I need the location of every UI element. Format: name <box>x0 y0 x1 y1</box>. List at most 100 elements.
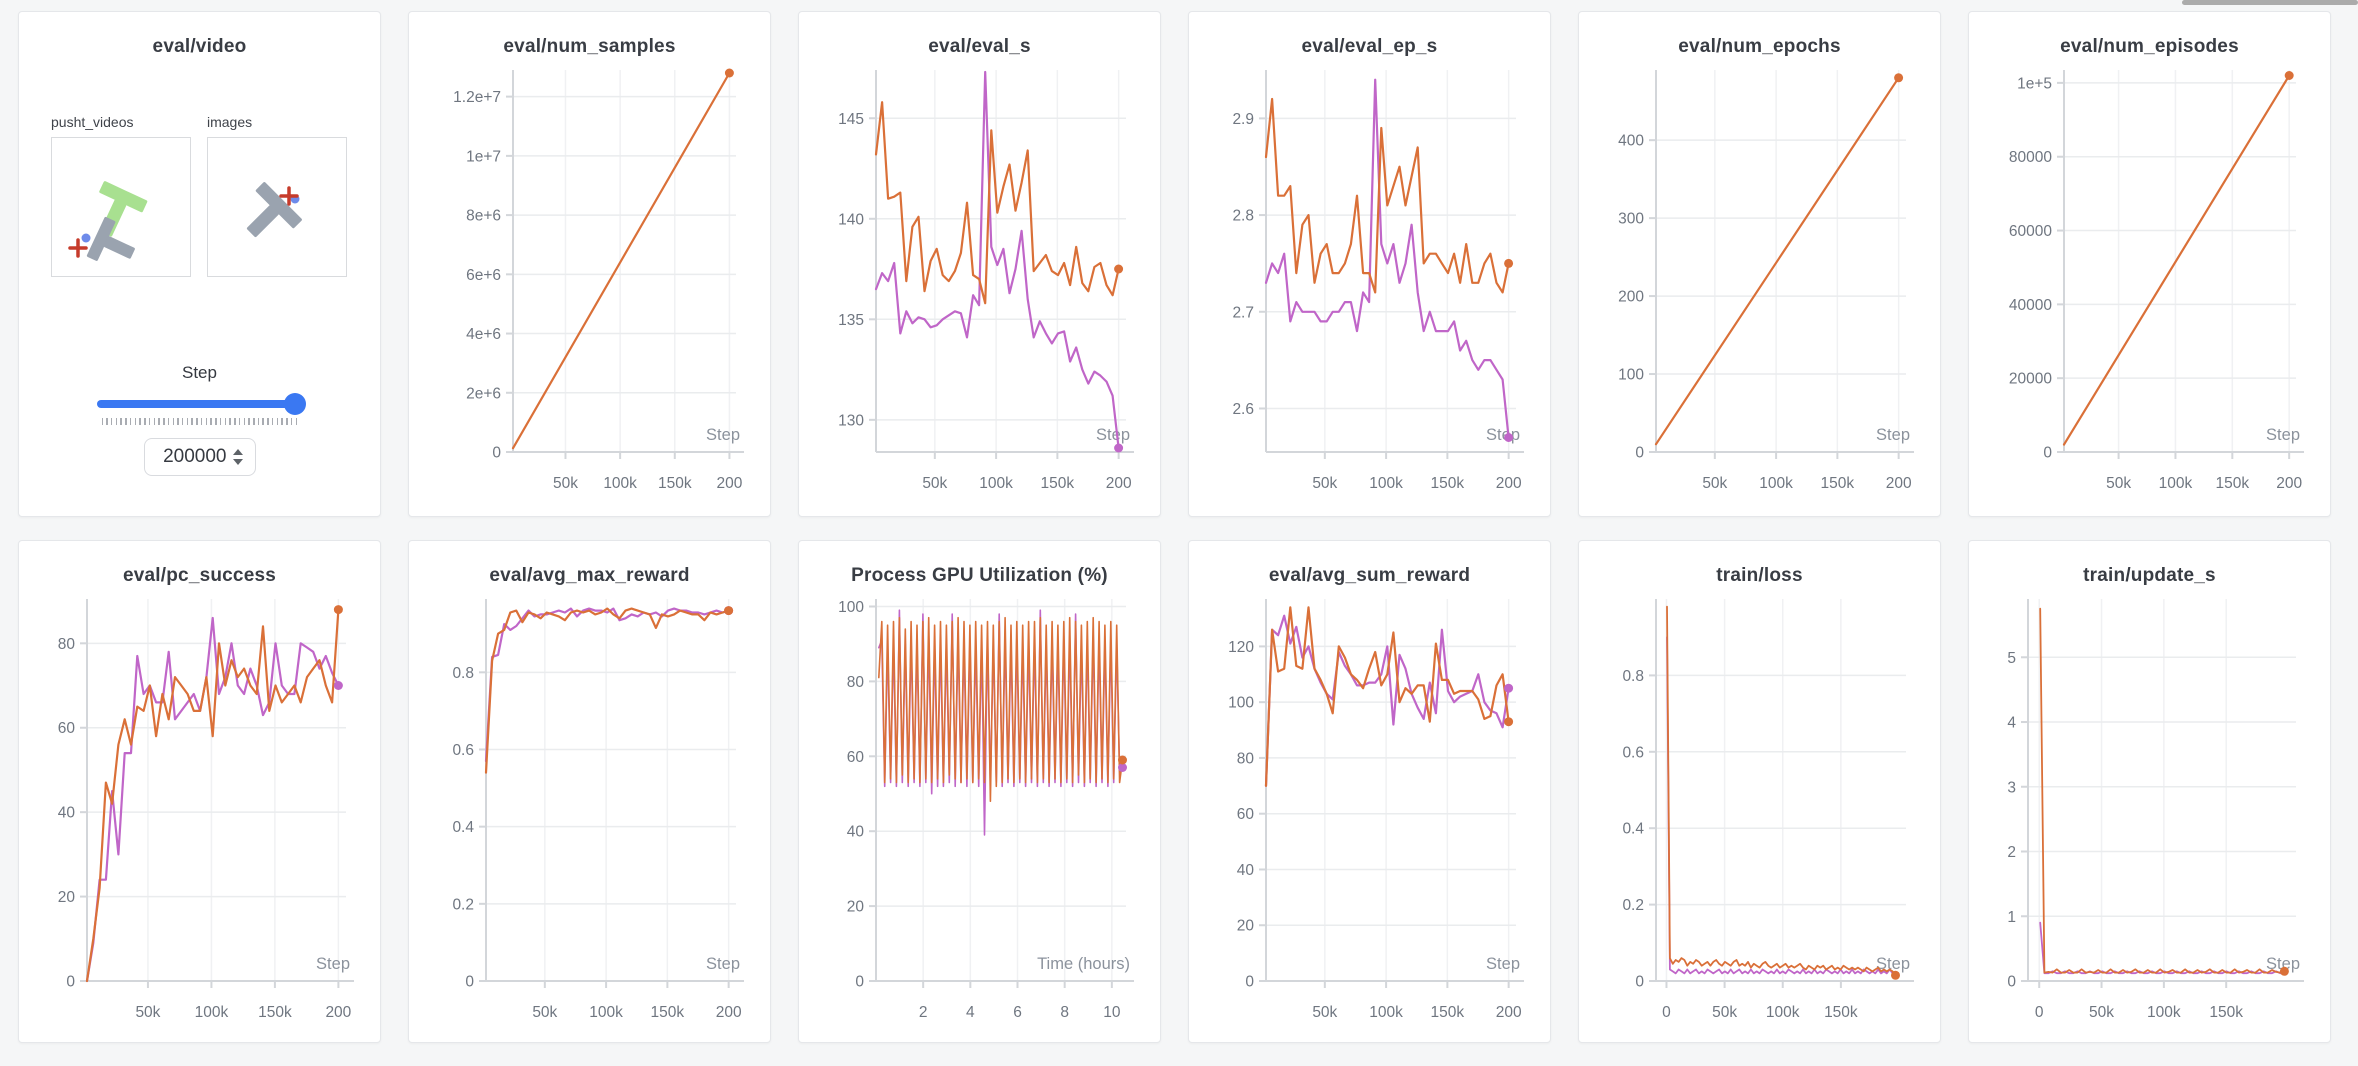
pusht-videos-thumbnail[interactable] <box>51 137 191 277</box>
series-end-dot-run-orange <box>724 606 734 616</box>
series-end-dot-run-orange <box>1894 73 1904 83</box>
series-end-dot-run-orange <box>333 605 343 615</box>
images-thumbnail[interactable] <box>207 137 347 277</box>
panel-train-loss[interactable]: train/loss 0 0.2 0.4 0.6 0.8 0 50k 100k 150k Step <box>1578 540 1941 1043</box>
chart-canvas[interactable]: 0 20 40 60 80 100 120 50k 100k 150k 200 Step <box>1189 591 1550 1041</box>
panel-eval-eval-s[interactable]: eval/eval_s 130 135 140 145 50k 100k 150k 200 Ste… <box>798 11 1161 517</box>
x-tick-label: 50k <box>1312 1004 1337 1021</box>
x-tick-label: 50k <box>532 1004 557 1021</box>
y-tick-label: 40 <box>58 805 76 822</box>
x-axis-label: Step <box>316 955 350 973</box>
step-stepper[interactable] <box>232 449 243 465</box>
chart-canvas[interactable]: 0 0.2 0.4 0.6 0.8 0 50k 100k 150k Step <box>1579 591 1940 1041</box>
panel-eval-num-samples[interactable]: eval/num_samples 0 2e+6 4e+6 6e+6 8e+6 1e+7 1.2… <box>408 11 771 517</box>
panel-title: eval/eval_ep_s <box>1301 36 1438 57</box>
chart-canvas[interactable]: 130 135 140 145 50k 100k 150k 200 Step <box>799 62 1160 512</box>
x-tick-label: 50k <box>922 475 947 492</box>
step-slider[interactable] <box>97 393 306 415</box>
panel-eval-avg-max-reward[interactable]: eval/avg_max_reward 0 0.2 0.4 0.6 0.8 50k 100k 1… <box>408 540 771 1043</box>
chart-canvas[interactable]: 0 1 2 3 4 5 0 50k 100k 150k Step <box>1969 591 2330 1041</box>
panel-train-update-s[interactable]: train/update_s 0 1 2 3 4 5 0 50k 100k 150k Step <box>1968 540 2331 1043</box>
x-tick-label: 150k <box>651 1004 685 1021</box>
step-value-input[interactable] <box>156 446 227 468</box>
y-tick-label: 2.7 <box>1232 304 1254 321</box>
series-end-dot-run-purple <box>1118 763 1127 772</box>
x-tick-label: 4 <box>966 1004 975 1021</box>
panel-process-gpu-utilization[interactable]: Process GPU Utilization (%) 0 20 40 60 80 100 2… <box>798 540 1161 1043</box>
media-item-label: pusht_videos <box>51 114 134 130</box>
y-tick-label: 40000 <box>2009 297 2052 314</box>
slider-track[interactable] <box>97 400 302 408</box>
y-tick-label: 60 <box>847 749 865 766</box>
series-end-dot-run-orange <box>1114 264 1124 274</box>
chart-canvas[interactable]: 2.6 2.7 2.8 2.9 50k 100k 150k 200 Step <box>1189 62 1550 512</box>
y-tick-label: 80 <box>58 636 76 653</box>
chart-canvas[interactable]: 0 2e+6 4e+6 6e+6 8e+6 1e+7 1.2e+7 50k 100k 150k 20… <box>409 62 770 512</box>
x-tick-label: 100k <box>603 475 637 492</box>
panel-eval-eval-ep-s[interactable]: eval/eval_ep_s 2.6 2.7 2.8 2.9 50k 100k 150k 200… <box>1188 11 1551 517</box>
x-tick-label: 8 <box>1060 1004 1069 1021</box>
y-tick-label: 1e+5 <box>2017 75 2052 92</box>
stepper-down-icon[interactable] <box>232 459 243 465</box>
y-tick-label: 0.6 <box>1622 744 1644 761</box>
chart-canvas[interactable]: 0 0.2 0.4 0.6 0.8 50k 100k 150k 200 Step <box>409 591 770 1041</box>
panel-eval-num-episodes[interactable]: eval/num_episodes 0 20000 40000 60000 80000 1e… <box>1968 11 2331 517</box>
y-tick-label: 4e+6 <box>466 326 501 343</box>
y-tick-label: 60 <box>58 720 76 737</box>
y-tick-label: 2 <box>2007 844 2016 861</box>
y-tick-label: 0.4 <box>452 819 474 836</box>
series-end-dot-run-orange <box>1891 970 1900 980</box>
stepper-up-icon[interactable] <box>232 449 243 455</box>
y-tick-label: 1e+7 <box>466 148 501 165</box>
x-tick-label: 100k <box>1759 475 1793 492</box>
y-tick-label: 0 <box>1635 445 1644 462</box>
x-tick-label: 100k <box>1766 1004 1800 1021</box>
y-tick-label: 60000 <box>2009 223 2052 240</box>
panel-title: eval/num_episodes <box>2060 36 2239 57</box>
series-end-dot-run-orange <box>724 68 734 78</box>
panel-title: eval/num_epochs <box>1678 36 1841 57</box>
series-end-dot-run-purple <box>1504 433 1514 442</box>
x-tick-label: 2 <box>919 1004 928 1021</box>
media-item-label: images <box>207 114 253 130</box>
x-tick-label: 50k <box>1702 475 1727 492</box>
chart-canvas[interactable]: 0 20 40 60 80 50k 100k 150k 200 Step <box>19 591 380 1041</box>
panel-eval-avg-sum-reward[interactable]: eval/avg_sum_reward 0 20 40 60 80 100 120 50k 100… <box>1188 540 1551 1043</box>
pusht-scene-render <box>68 181 148 261</box>
chart-canvas[interactable]: 0 20000 40000 60000 80000 1e+5 50k 100k 150k 200 S… <box>1969 62 2330 512</box>
x-tick-label: 50k <box>135 1004 160 1021</box>
series-line-run-purple <box>1666 636 1897 977</box>
horizontal-scrollbar-thumb[interactable] <box>2182 0 2358 5</box>
y-tick-label: 40 <box>1237 862 1255 879</box>
panel-eval-video[interactable]: eval/video pusht_videos images Step <box>18 11 381 517</box>
pusht-scene-render <box>246 182 302 238</box>
media-item: images <box>207 114 347 277</box>
series-line-run-orange <box>874 101 1120 305</box>
y-tick-label: 3 <box>2007 779 2016 796</box>
panel-title: eval/num_samples <box>503 36 676 57</box>
y-tick-label: 0 <box>2007 974 2016 991</box>
panel-eval-pc-success[interactable]: eval/pc_success 0 20 40 60 80 50k 100k 150k 200 St… <box>18 540 381 1043</box>
x-tick-label: 150k <box>1431 475 1465 492</box>
chart-canvas[interactable]: 0 20 40 60 80 100 2 4 6 8 10 Time (hours) <box>799 591 1160 1041</box>
x-tick-label: 150k <box>1041 475 1075 492</box>
series-end-dot-run-purple <box>1504 683 1514 693</box>
y-tick-label: 0.4 <box>1622 821 1644 838</box>
series-end-dot-run-orange <box>1504 258 1514 268</box>
x-tick-label: 150k <box>658 475 692 492</box>
y-tick-label: 40 <box>847 824 865 841</box>
chart-canvas[interactable]: 0 100 200 300 400 50k 100k 150k 200 Step <box>1579 62 1940 512</box>
x-tick-label: 100k <box>195 1004 229 1021</box>
panel-eval-num-epochs[interactable]: eval/num_epochs 0 100 200 300 400 50k 100k 150k 2… <box>1578 11 1941 517</box>
series-end-dot-run-orange <box>2279 966 2289 976</box>
x-tick-label: 0 <box>2035 1004 2044 1021</box>
y-tick-label: 2.8 <box>1232 208 1254 225</box>
series-line-run-orange <box>511 71 731 450</box>
x-tick-label: 200 <box>1886 475 1912 492</box>
media-item: pusht_videos <box>51 114 191 277</box>
y-tick-label: 20 <box>58 889 76 906</box>
x-tick-label: 6 <box>1013 1004 1022 1021</box>
x-tick-label: 150k <box>258 1004 292 1021</box>
slider-thumb[interactable] <box>284 393 306 415</box>
y-tick-label: 0 <box>2043 445 2052 462</box>
